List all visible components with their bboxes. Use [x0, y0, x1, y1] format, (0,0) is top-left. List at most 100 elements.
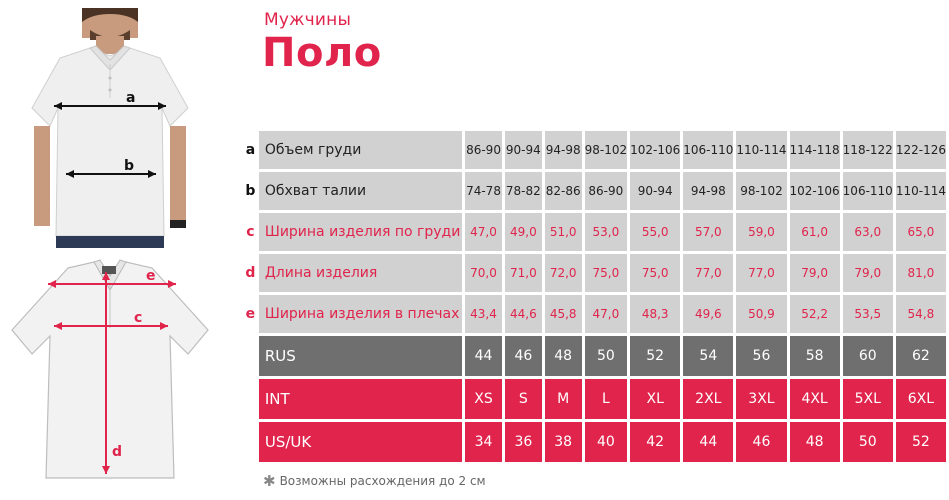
- polo-flat-diagram: e c d: [11, 259, 209, 479]
- measure-label-e: e: [146, 268, 156, 284]
- table-cell: 46: [736, 422, 787, 462]
- table-cell: 82-86: [544, 172, 582, 210]
- table-row: INT XS S M L XL 2XL 3XL 4XL 5XL 6XL: [245, 379, 946, 419]
- table-cell: 44: [683, 422, 734, 462]
- table-cell: 56: [736, 336, 787, 376]
- table-row: d Длина изделия 70,0 71,0 72,0 75,0 75,0 77,0 77…: [245, 254, 946, 292]
- table-cell: 34: [465, 422, 502, 462]
- table-cell: 51,0: [544, 213, 582, 251]
- table-cell: 43,4: [465, 295, 502, 333]
- row-label: US/UK: [258, 422, 463, 462]
- table-cell: 36: [504, 422, 542, 462]
- table-cell: 54: [683, 336, 734, 376]
- page-title: Поло: [262, 30, 382, 76]
- asterisk-icon: ✱: [263, 472, 276, 490]
- row-key: [245, 422, 256, 462]
- table-cell: 48: [789, 422, 840, 462]
- table-cell: 52,2: [789, 295, 840, 333]
- row-key: [245, 379, 256, 419]
- table-cell: 65,0: [895, 213, 946, 251]
- measure-label-d: d: [112, 444, 122, 460]
- table-cell: 61,0: [789, 213, 840, 251]
- table-cell: 75,0: [584, 254, 628, 292]
- table-cell: 52: [895, 422, 946, 462]
- table-cell: 59,0: [736, 213, 787, 251]
- table-cell: XL: [630, 379, 681, 419]
- row-label: Длина изделия: [258, 254, 463, 292]
- table-cell: 77,0: [683, 254, 734, 292]
- table-cell: 6XL: [895, 379, 946, 419]
- row-key: a: [245, 131, 256, 169]
- table-cell: 122-126: [895, 131, 946, 169]
- table-cell: 98-102: [584, 131, 628, 169]
- table-cell: 52: [630, 336, 681, 376]
- table-cell: M: [544, 379, 582, 419]
- table-cell: 44: [465, 336, 502, 376]
- table-cell: 90-94: [630, 172, 681, 210]
- table-cell: 79,0: [789, 254, 840, 292]
- table-cell: 114-118: [789, 131, 840, 169]
- table-cell: 94-98: [683, 172, 734, 210]
- table-cell: 49,0: [504, 213, 542, 251]
- table-cell: 78-82: [504, 172, 542, 210]
- table-cell: 63,0: [842, 213, 893, 251]
- table-cell: 102-106: [630, 131, 681, 169]
- table-cell: 110-114: [895, 172, 946, 210]
- table-cell: S: [504, 379, 542, 419]
- table-cell: 77,0: [736, 254, 787, 292]
- table-cell: 90-94: [504, 131, 542, 169]
- table-cell: 81,0: [895, 254, 946, 292]
- table-cell: 86-90: [584, 172, 628, 210]
- row-label: Обхват талии: [258, 172, 463, 210]
- table-cell: 42: [630, 422, 681, 462]
- footnote: ✱ Возможны расхождения до 2 см: [263, 472, 486, 490]
- table-cell: L: [584, 379, 628, 419]
- table-cell: 5XL: [842, 379, 893, 419]
- table-cell: 70,0: [465, 254, 502, 292]
- table-cell: 49,6: [683, 295, 734, 333]
- table-cell: 50: [584, 336, 628, 376]
- table-cell: 74-78: [465, 172, 502, 210]
- table-cell: 60: [842, 336, 893, 376]
- model-photo: a b: [31, 8, 189, 248]
- table-cell: 48: [544, 336, 582, 376]
- table-cell: 57,0: [683, 213, 734, 251]
- row-label: INT: [258, 379, 463, 419]
- table-cell: 50: [842, 422, 893, 462]
- table-cell: 46: [504, 336, 542, 376]
- size-table: a Объем груди 86-90 90-94 94-98 98-102 102-106…: [242, 128, 949, 465]
- table-cell: 75,0: [630, 254, 681, 292]
- table-cell: 53,0: [584, 213, 628, 251]
- table-cell: 53,5: [842, 295, 893, 333]
- table-cell: 55,0: [630, 213, 681, 251]
- row-key: d: [245, 254, 256, 292]
- table-row: a Объем груди 86-90 90-94 94-98 98-102 102-106…: [245, 131, 946, 169]
- row-key: e: [245, 295, 256, 333]
- measure-label-c: c: [134, 310, 142, 326]
- table-cell: 118-122: [842, 131, 893, 169]
- table-cell: 62: [895, 336, 946, 376]
- table-cell: 40: [584, 422, 628, 462]
- table-row: c Ширина изделия по груди 47,0 49,0 51,0 53,0…: [245, 213, 946, 251]
- table-cell: 54,8: [895, 295, 946, 333]
- table-cell: 71,0: [504, 254, 542, 292]
- table-cell: 2XL: [683, 379, 734, 419]
- measure-label-b: b: [124, 158, 134, 174]
- table-cell: 45,8: [544, 295, 582, 333]
- table-cell: 86-90: [465, 131, 502, 169]
- table-cell: 47,0: [465, 213, 502, 251]
- table-cell: 79,0: [842, 254, 893, 292]
- table-cell: 106-110: [683, 131, 734, 169]
- footnote-text: Возможны расхождения до 2 см: [279, 474, 486, 488]
- table-cell: 48,3: [630, 295, 681, 333]
- row-key: b: [245, 172, 256, 210]
- table-cell: XS: [465, 379, 502, 419]
- table-cell: 58: [789, 336, 840, 376]
- row-label: Ширина изделия по груди: [258, 213, 463, 251]
- row-key: [245, 336, 256, 376]
- table-cell: 44,6: [504, 295, 542, 333]
- row-key: c: [245, 213, 256, 251]
- table-row: US/UK 34 36 38 40 42 44 46 48 50 52: [245, 422, 946, 462]
- table-cell: 38: [544, 422, 582, 462]
- table-cell: 98-102: [736, 172, 787, 210]
